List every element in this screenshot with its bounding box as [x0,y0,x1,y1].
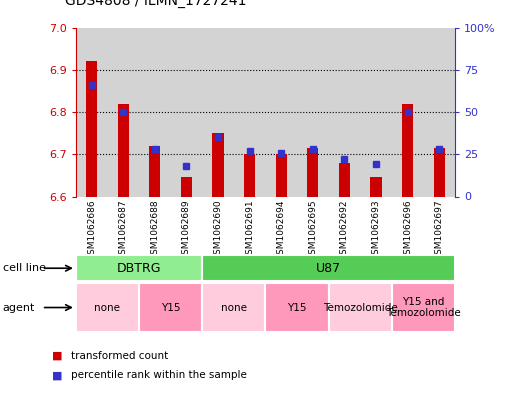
Bar [370,178,382,196]
Bar [297,28,328,196]
Bar [392,28,424,196]
Bar [107,28,139,196]
Bar [170,28,202,196]
Bar [266,28,297,196]
Text: none: none [221,303,247,312]
Bar [434,148,445,196]
Bar [276,154,287,196]
Text: ■: ■ [52,370,63,380]
Bar [149,146,161,196]
Bar [139,283,202,332]
Bar [328,283,392,332]
Text: Y15: Y15 [287,303,307,312]
Bar [339,163,350,196]
Bar [244,154,255,196]
Bar [76,255,202,281]
Bar [76,28,107,196]
Text: Y15 and
Temozolomide: Y15 and Temozolomide [386,297,461,318]
Text: GDS4808 / ILMN_1727241: GDS4808 / ILMN_1727241 [65,0,247,8]
Text: percentile rank within the sample: percentile rank within the sample [71,370,246,380]
Text: cell line: cell line [3,263,46,273]
Text: transformed count: transformed count [71,351,168,361]
Bar [266,283,328,332]
Bar [86,61,97,196]
Bar [202,28,234,196]
Bar [360,28,392,196]
Bar [328,28,360,196]
Bar [402,104,413,196]
Bar [392,283,455,332]
Bar [212,133,223,196]
Text: DBTRG: DBTRG [117,262,161,275]
Bar [308,148,319,196]
Text: Temozolomide: Temozolomide [323,303,397,312]
Text: none: none [95,303,120,312]
Bar [118,104,129,196]
Bar [76,283,139,332]
Text: ■: ■ [52,351,63,361]
Bar [139,28,170,196]
Text: Y15: Y15 [161,303,180,312]
Bar [424,28,455,196]
Bar [202,283,266,332]
Bar [234,28,266,196]
Bar [202,255,455,281]
Text: agent: agent [3,303,35,312]
Text: U87: U87 [316,262,341,275]
Bar [181,178,192,196]
